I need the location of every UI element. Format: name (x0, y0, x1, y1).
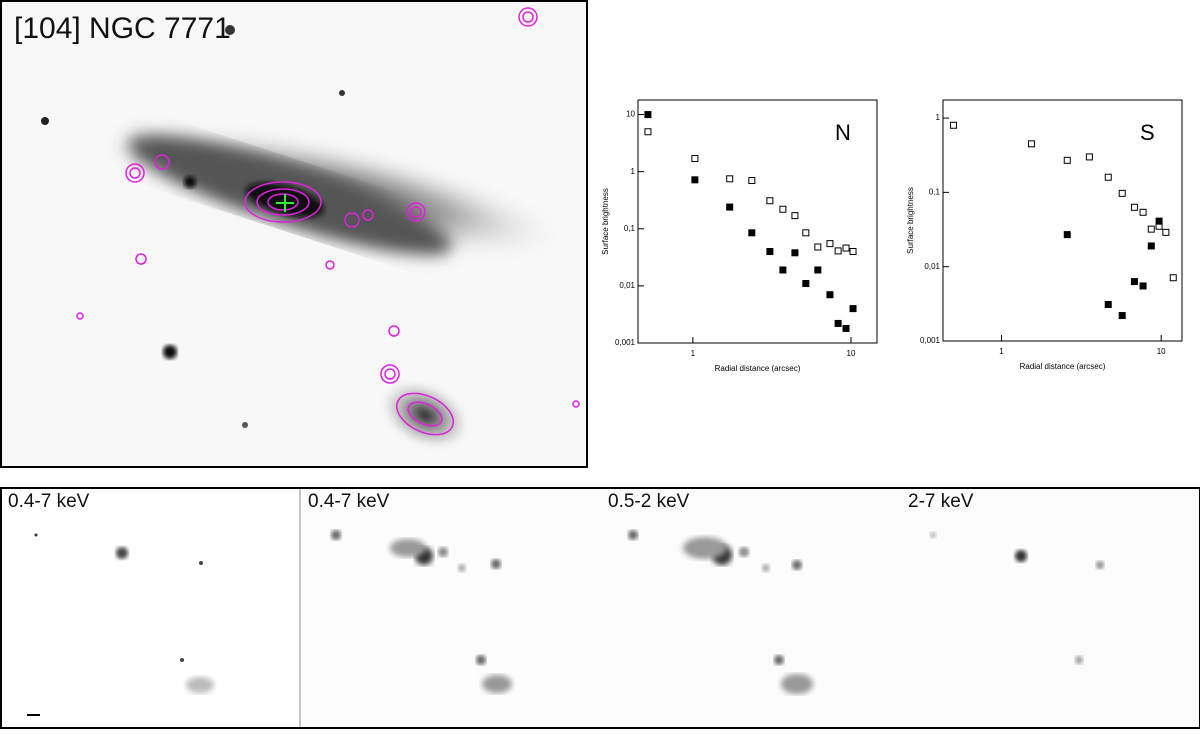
y-tick-label: 0,001 (615, 338, 636, 347)
data-point (849, 305, 857, 313)
data-point (1104, 300, 1112, 308)
data-point (779, 266, 787, 274)
y-tick-label: 1 (936, 113, 941, 122)
data-point (1063, 231, 1071, 239)
y-tick-label: 0,1 (929, 187, 941, 196)
data-point (802, 229, 810, 237)
data-point (1130, 203, 1138, 211)
data-point (779, 205, 787, 213)
data-point (802, 280, 810, 288)
data-point (766, 197, 774, 205)
data-point (1139, 208, 1147, 216)
data-point (1147, 225, 1155, 233)
y-tick-label: 0,1 (624, 224, 636, 233)
data-point (1027, 140, 1035, 148)
y-tick-label: 0,01 (924, 262, 940, 271)
data-point (691, 155, 699, 163)
data-point (814, 243, 822, 251)
y-tick-label: 1 (631, 167, 636, 176)
panel-label: 2-7 keV (908, 491, 974, 512)
x-tick-label: 1 (691, 349, 696, 358)
data-point (1130, 278, 1138, 286)
plot-frame (942, 99, 1183, 342)
data-point (1118, 189, 1126, 197)
data-point (842, 324, 850, 332)
data-point (1063, 156, 1071, 164)
panel-annotation: N (835, 120, 851, 145)
data-point (791, 249, 799, 257)
data-point (842, 244, 850, 252)
data-point (766, 248, 774, 256)
y-tick-label: 0,01 (619, 281, 635, 290)
panel-label: 0.4-7 keV (8, 491, 90, 512)
x-tick-label: 10 (847, 349, 856, 358)
data-point (1169, 274, 1177, 282)
x-axis-label: Radial distance (arcsec) (715, 364, 801, 373)
data-point (1139, 282, 1147, 290)
y-axis-label: Surface brightness (906, 187, 915, 254)
xray-images (27, 489, 1199, 727)
data-point (748, 229, 756, 237)
data-point (849, 248, 857, 256)
plot-frame (637, 99, 878, 344)
data-point (726, 203, 734, 211)
y-axis-label: Surface brightness (601, 188, 610, 255)
x-tick-label: 10 (1157, 347, 1166, 356)
x-tick-label: 1 (999, 347, 1004, 356)
data-point (949, 121, 957, 129)
data-point (644, 111, 652, 119)
data-point (1085, 153, 1093, 161)
data-point (826, 291, 834, 299)
x-axis-label: Radial distance (arcsec) (1020, 362, 1106, 371)
data-point (834, 319, 842, 327)
data-point (1155, 217, 1163, 225)
data-point (1118, 312, 1126, 320)
image-frame (0, 0, 588, 468)
data-point (814, 266, 822, 274)
y-tick-label: 10 (626, 110, 635, 119)
data-point (748, 177, 756, 185)
panel-annotation: S (1140, 120, 1155, 145)
data-point (691, 176, 699, 184)
optical-image (1, 1, 587, 467)
data-point (1104, 173, 1112, 181)
data-point (834, 247, 842, 255)
data-point (644, 128, 652, 136)
data-point (1147, 242, 1155, 250)
image-title: [104] NGC 7771 (14, 12, 231, 45)
data-point (1162, 228, 1170, 236)
data-point (826, 240, 834, 248)
panel-label: 0.5-2 keV (608, 491, 690, 512)
panel-label: 0.4-7 keV (308, 491, 390, 512)
data-point (791, 212, 799, 220)
y-tick-label: 0,001 (920, 336, 941, 345)
data-point (726, 175, 734, 183)
